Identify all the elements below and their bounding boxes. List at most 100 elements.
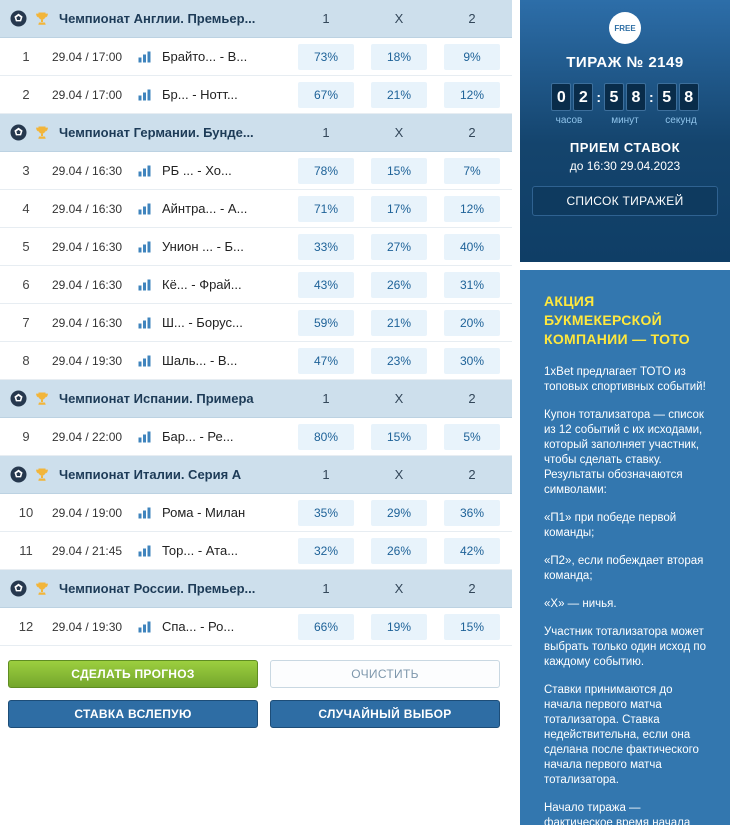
match-row: 5 29.04 / 16:30 Унион ... - Б... 33% 27% 40% [0,228,512,266]
bet-option-x[interactable]: 23% [371,347,427,374]
match-row: 8 29.04 / 19:30 Шаль... - В... 47% 23% 30% [0,342,512,380]
bet-option-2[interactable]: 42% [444,537,500,564]
bet-option-2[interactable]: 36% [444,499,500,526]
match-datetime: 29.04 / 19:30 [52,353,123,368]
stats-icon[interactable] [138,278,162,291]
countdown-unit-label: часов [555,115,583,126]
countdown-colon: : [596,89,601,105]
match-teams: Брайто... - В... [162,49,248,64]
match-teams: Бр... - Нотт... [162,87,238,102]
promo-paragraph: Участник тотализатора может выбрать толь… [544,625,706,668]
league-header: Чемпионат Англии. Премьер... 1 X 2 [0,0,512,38]
match-teams: Айнтра... - А... [162,201,248,216]
bet-option-2[interactable]: 7% [444,157,500,184]
match-datetime: 29.04 / 19:30 [52,619,123,634]
stats-icon[interactable] [138,316,162,329]
bet-option-1[interactable]: 66% [298,613,354,640]
outcome-column-label: 2 [468,391,476,406]
bet-option-x[interactable]: 26% [371,537,427,564]
bet-option-1[interactable]: 43% [298,271,354,298]
trophy-icon [34,11,50,27]
draw-list-button[interactable]: СПИСОК ТИРАЖЕЙ [532,186,718,216]
stats-icon[interactable] [138,240,162,253]
stats-icon[interactable] [138,50,162,63]
league-header: Чемпионат России. Премьер... 1 X 2 [0,570,512,608]
bet-option-x[interactable]: 27% [371,233,427,260]
football-icon [10,124,27,141]
outcome-column-label: 2 [468,125,476,140]
football-icon [10,390,27,407]
toto-table: Чемпионат Англии. Премьер... 1 X 2 1 29.04 / … [0,0,512,646]
match-datetime: 29.04 / 17:00 [52,49,123,64]
match-datetime: 29.04 / 16:30 [52,315,123,330]
promo-title: АКЦИЯ БУКМЕКЕРСКОЙ КОМПАНИИ — ТОТО [544,293,690,347]
stats-icon[interactable] [138,202,162,215]
bet-option-2[interactable]: 30% [444,347,500,374]
countdown-digit: 0 [551,83,572,111]
bet-option-x[interactable]: 18% [371,43,427,70]
stats-icon[interactable] [138,430,162,443]
promo-paragraph: Начало тиража — фактическое время начала [544,801,691,825]
outcome-column-label: 2 [468,11,476,26]
bets-accepted-until: до 16:30 29.04.2023 [569,159,681,173]
promo-paragraph: «П2», если побеждает вторая команда; [544,554,704,582]
blind-bet-button[interactable]: СТАВКА ВСЛЕПУЮ [8,700,258,728]
match-teams: Рома - Милан [162,505,246,520]
match-number: 11 [19,543,33,558]
match-datetime: 29.04 / 17:00 [52,87,123,102]
bet-option-1[interactable]: 59% [298,309,354,336]
bet-option-2[interactable]: 12% [444,81,500,108]
bet-option-2[interactable]: 20% [444,309,500,336]
countdown-unit-label: минут [611,115,639,126]
bet-option-x[interactable]: 21% [371,309,427,336]
promo-paragraph: «Х» — ничья. [544,597,617,610]
bet-option-2[interactable]: 9% [444,43,500,70]
match-number: 10 [18,505,34,520]
bet-option-1[interactable]: 35% [298,499,354,526]
stats-icon[interactable] [138,88,162,101]
match-number: 5 [22,239,30,254]
stats-icon[interactable] [138,506,162,519]
stats-icon[interactable] [138,164,162,177]
bet-option-1[interactable]: 71% [298,195,354,222]
bet-option-2[interactable]: 12% [444,195,500,222]
bet-option-1[interactable]: 47% [298,347,354,374]
bet-option-2[interactable]: 31% [444,271,500,298]
bet-option-2[interactable]: 15% [444,613,500,640]
countdown-digit: 5 [604,83,624,111]
bet-option-1[interactable]: 73% [298,43,354,70]
random-choice-button[interactable]: СЛУЧАЙНЫЙ ВЫБОР [270,700,500,728]
promo-paragraph: Купон тотализатора — список из 12 событи… [544,408,704,496]
bet-option-x[interactable]: 17% [371,195,427,222]
bet-option-x[interactable]: 21% [371,81,427,108]
match-datetime: 29.04 / 19:00 [52,505,123,520]
bet-option-x[interactable]: 26% [371,271,427,298]
bet-option-1[interactable]: 32% [298,537,354,564]
bet-option-x[interactable]: 15% [371,157,427,184]
match-datetime: 29.04 / 16:30 [52,239,123,254]
league-name: Чемпионат Англии. Премьер... [59,11,256,26]
bet-option-2[interactable]: 40% [444,233,500,260]
match-datetime: 29.04 / 16:30 [52,201,123,216]
bet-option-1[interactable]: 80% [298,423,354,450]
match-row: 1 29.04 / 17:00 Брайто... - В... 73% 18% 9% [0,38,512,76]
stats-icon[interactable] [138,620,162,633]
bet-option-x[interactable]: 19% [371,613,427,640]
trophy-icon [34,125,50,141]
bet-option-1[interactable]: 78% [298,157,354,184]
bet-option-2[interactable]: 5% [444,423,500,450]
league-name: Чемпионат России. Премьер... [59,581,256,596]
bet-option-x[interactable]: 15% [371,423,427,450]
stats-icon[interactable] [138,544,162,557]
clear-button[interactable]: ОЧИСТИТЬ [270,660,500,688]
make-prediction-button[interactable]: СДЕЛАТЬ ПРОГНОЗ [8,660,258,688]
bet-option-x[interactable]: 29% [371,499,427,526]
match-datetime: 29.04 / 16:30 [52,163,123,178]
bet-option-1[interactable]: 67% [298,81,354,108]
match-row: 4 29.04 / 16:30 Айнтра... - А... 71% 17% 12% [0,190,512,228]
outcome-column-label: 1 [322,125,330,140]
bet-option-1[interactable]: 33% [298,233,354,260]
match-teams: Ш... - Борус... [162,315,243,330]
stats-icon[interactable] [138,354,162,367]
match-row: 2 29.04 / 17:00 Бр... - Нотт... 67% 21% 12% [0,76,512,114]
